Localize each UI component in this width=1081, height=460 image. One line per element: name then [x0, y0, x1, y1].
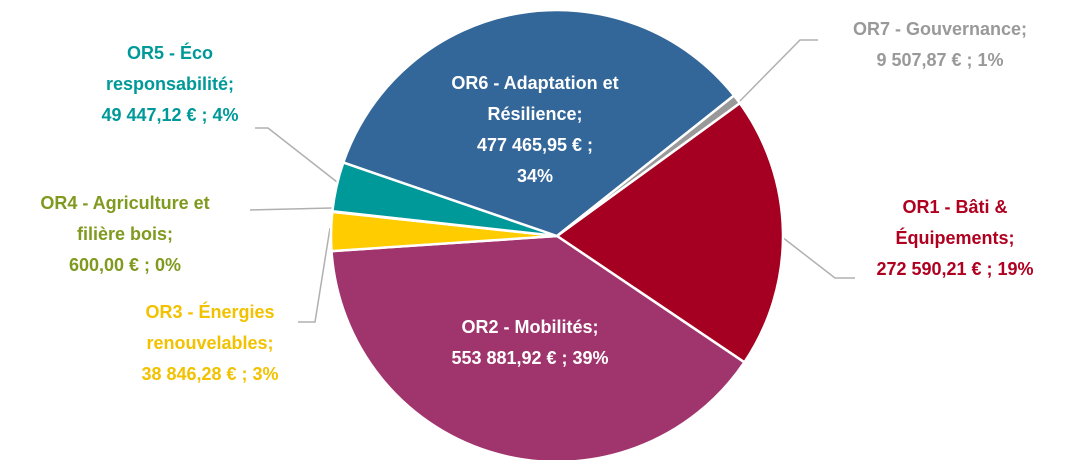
leader-line	[255, 127, 338, 183]
leader-line	[781, 236, 855, 279]
value-label: 38 846,28 € ; 3%	[141, 364, 279, 384]
slice-label: OR7 - Gouvernance; 9 507,87 € ; 1%	[805, 14, 1075, 76]
category-label: OR5 - Éco responsabilité;	[105, 43, 235, 94]
value-label: 477 465,95 € ; 34%	[476, 135, 594, 186]
value-label: 272 590,21 € ; 19%	[876, 259, 1034, 279]
pie-slice	[341, 8, 736, 238]
category-label: OR4 - Agriculture et filière bois;	[40, 193, 210, 244]
value-label: 553 881,92 € ; 39%	[451, 348, 609, 368]
slice-label: OR5 - Éco responsabilité; 49 447,12 € ; 4…	[60, 38, 280, 131]
value-label: 49 447,12 € ; 4%	[101, 105, 239, 125]
slice-label: OR1 - Bâti & Équipements; 272 590,21 € ; …	[825, 192, 1081, 285]
category-label: OR7 - Gouvernance;	[852, 19, 1028, 39]
leader-line	[249, 207, 333, 211]
category-label: OR1 - Bâti & Équipements;	[895, 197, 1015, 248]
leader-line	[737, 39, 818, 104]
pie-slice	[330, 234, 747, 460]
leader-lines	[249, 39, 855, 323]
pie-slice	[556, 93, 742, 238]
category-label: OR2 - Mobilités;	[461, 317, 599, 337]
value-label: 9 507,87 € ; 1%	[876, 50, 1004, 70]
slice-label: OR3 - Énergies renouvelables; 38 846,28 €…	[100, 297, 320, 390]
pie-slice	[554, 101, 785, 365]
category-label: OR6 - Adaptation et Résilience;	[451, 73, 619, 124]
value-label: 600,00 € ; 0%	[68, 255, 182, 275]
category-label: OR3 - Énergies renouvelables;	[145, 302, 275, 353]
slice-label: OR2 - Mobilités; 553 881,92 € ; 39%	[400, 312, 660, 374]
leader-line	[298, 227, 331, 323]
slice-label: OR4 - Agriculture et filière bois; 600,00…	[18, 188, 233, 281]
slice-label: OR6 - Adaptation et Résilience; 477 465,9…	[435, 68, 635, 192]
